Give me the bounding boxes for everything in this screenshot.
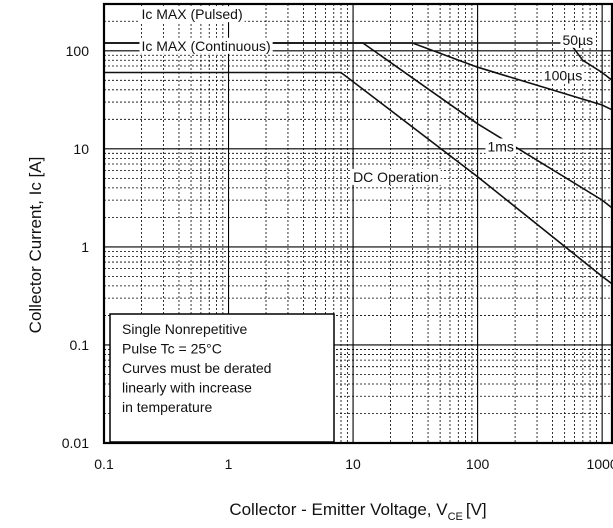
annotation-label-background [541,67,585,84]
annotation-label: 50µs [562,32,593,48]
y-tick-label: 0.1 [70,337,90,353]
annotation-label-background [560,31,596,48]
annotation-label: Ic MAX (Pulsed) [141,6,242,22]
x-tick-label: 10 [345,456,361,472]
y-tick-label: 0.01 [62,435,89,451]
x-axis-label-subscript: CE [448,511,463,523]
x-tick-label: 1 [225,456,233,472]
annotation-label-background [485,138,516,155]
x-tick-label: 0.1 [94,456,114,472]
plot-frame [102,2,613,445]
y-tick-label: 10 [73,141,89,157]
y-tick-label: 100 [66,43,90,59]
annotation-label: 1ms [487,138,513,154]
x-axis-label: Collector - Emitter Voltage, VCE [V] [229,500,486,523]
note-line: Single Nonrepetitive [122,321,248,337]
annotation-label-background [139,37,273,54]
note-line: Pulse Tc = 25°C [122,341,222,357]
y-axis-label: Collector Current, Ic [A] [26,157,45,334]
note-line: linearly with increase [122,380,252,396]
note-line: Curves must be derated [122,360,271,376]
y-tick-label: 1 [81,239,89,255]
series-dc-operation [104,71,613,285]
curves [104,42,613,285]
note-line: in temperature [122,399,212,415]
x-axis-label-main: Collector - Emitter Voltage, V [229,500,448,519]
annotations: Ic MAX (Pulsed) Ic MAX (Continuous) 50µs 10… [139,6,596,185]
annotation-label-background [351,168,441,185]
x-axis-label-unit: [V] [466,500,487,519]
annotation-label: DC Operation [353,169,439,185]
conditions-note: Single Nonrepetitive Pulse Tc = 25°C Curve… [122,321,271,415]
x-tick-label: 100 [466,456,490,472]
annotation-label-background [139,6,245,23]
annotation-label: 100µs [544,67,582,83]
series-1ms [104,42,613,209]
annotation-label: Ic MAX (Continuous) [141,38,270,54]
conditions-note-box [109,313,335,443]
